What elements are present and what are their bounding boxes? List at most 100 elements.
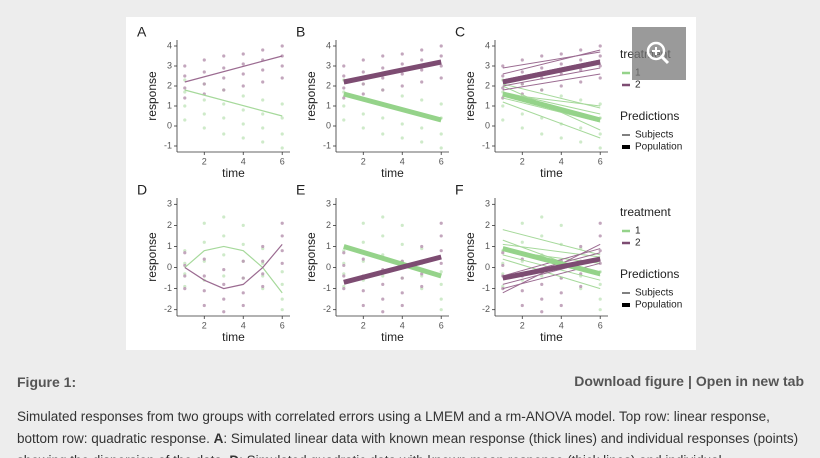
- point: [598, 102, 602, 106]
- y-axis-label: response: [463, 232, 477, 282]
- point: [520, 126, 524, 130]
- x-tick-label: 2: [202, 320, 207, 330]
- y-tick-label: 1: [326, 100, 331, 110]
- point: [540, 54, 544, 58]
- point: [540, 88, 544, 92]
- point: [361, 58, 365, 62]
- point: [222, 54, 226, 58]
- point: [202, 70, 206, 74]
- figure-title: Figure 1:: [17, 374, 77, 390]
- point: [540, 310, 544, 314]
- line: [343, 244, 442, 279]
- point: [520, 58, 524, 62]
- x-tick-label: 2: [202, 156, 207, 166]
- point: [598, 132, 602, 136]
- y-tick-label: 3: [167, 60, 172, 70]
- x-axis-label: time: [381, 330, 404, 344]
- y-tick-label: 3: [485, 60, 490, 70]
- y-tick-label: 4: [167, 40, 172, 50]
- x-tick-label: 2: [520, 156, 525, 166]
- point: [241, 223, 245, 227]
- point: [241, 242, 245, 246]
- point: [361, 82, 365, 86]
- y-tick-label: 4: [326, 40, 331, 50]
- point: [579, 80, 583, 84]
- point: [261, 284, 265, 289]
- point: [439, 297, 443, 301]
- point: [241, 122, 245, 126]
- point: [261, 80, 265, 84]
- panel-label: F: [455, 182, 464, 198]
- line: [343, 254, 442, 285]
- point: [202, 274, 206, 278]
- y-tick-label: -1: [482, 140, 490, 150]
- point: [540, 297, 544, 301]
- point: [261, 112, 265, 116]
- line: [502, 229, 601, 256]
- point: [222, 268, 226, 272]
- line: [184, 55, 283, 83]
- point: [439, 261, 443, 265]
- y-tick-label: 0: [326, 262, 331, 272]
- y-tick-label: 0: [167, 120, 172, 130]
- y-tick-label: 1: [326, 241, 331, 251]
- panel-label: C: [455, 24, 465, 40]
- zoom-box[interactable]: [632, 27, 686, 80]
- point: [559, 136, 563, 140]
- point: [361, 112, 365, 116]
- point: [361, 289, 365, 293]
- point: [598, 64, 602, 68]
- point: [400, 276, 404, 280]
- line: [502, 258, 601, 290]
- line: [184, 89, 283, 117]
- x-tick-label: 4: [559, 320, 564, 330]
- point: [420, 140, 424, 144]
- legend-title: Predictions: [620, 267, 679, 281]
- point: [222, 234, 226, 238]
- point: [559, 291, 563, 295]
- point: [261, 272, 265, 276]
- x-tick-label: 6: [598, 320, 603, 330]
- point: [342, 64, 346, 68]
- download-link[interactable]: Download figure: [574, 373, 684, 389]
- y-tick-label: -1: [323, 140, 331, 150]
- point: [261, 68, 265, 72]
- point: [222, 253, 226, 257]
- point: [280, 76, 284, 80]
- point: [280, 234, 284, 238]
- caption-text: Simulated responses from two groups with…: [17, 409, 770, 446]
- line: [502, 256, 601, 281]
- point: [420, 126, 424, 130]
- y-tick-label: 1: [167, 100, 172, 110]
- open-link[interactable]: Open in new tab: [695, 373, 804, 389]
- point: [202, 98, 206, 102]
- x-tick-label: 4: [400, 320, 405, 330]
- legend-label: 2: [635, 80, 641, 91]
- point: [381, 215, 385, 219]
- legend-title: treatment: [620, 205, 671, 219]
- point: [280, 44, 284, 48]
- point: [400, 242, 404, 246]
- point: [501, 118, 505, 122]
- caption-bold: D: [229, 453, 239, 458]
- x-tick-label: 6: [280, 320, 285, 330]
- point: [439, 249, 443, 253]
- y-tick-label: 2: [485, 220, 490, 230]
- point: [381, 88, 385, 92]
- line: [184, 245, 283, 294]
- point: [598, 282, 602, 286]
- point: [241, 108, 245, 112]
- point: [261, 140, 265, 144]
- y-axis-label: response: [304, 232, 318, 282]
- point: [420, 284, 424, 289]
- zoom-button[interactable]: [632, 27, 686, 80]
- point: [342, 263, 346, 268]
- y-tick-label: 1: [485, 100, 490, 110]
- line: [502, 59, 601, 85]
- point: [280, 132, 284, 136]
- point: [400, 223, 404, 227]
- point: [501, 251, 505, 255]
- y-tick-label: 3: [326, 199, 331, 209]
- point: [280, 249, 284, 253]
